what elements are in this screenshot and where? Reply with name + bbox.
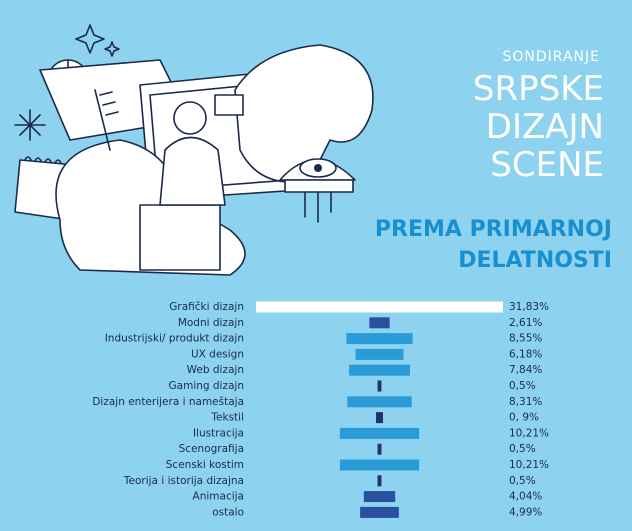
category-label: Tekstil: [210, 412, 244, 424]
value-label: 8,55%: [509, 333, 542, 345]
bar: [256, 302, 503, 313]
category-label: Grafički dizajn: [169, 301, 244, 313]
bar: [378, 475, 382, 486]
title-line: SCENE: [490, 145, 604, 185]
kicker: SONDIRANJE: [503, 49, 600, 65]
category-label: Scenski kostim: [166, 459, 244, 471]
value-label: 0,5%: [509, 475, 536, 487]
value-label: 10,21%: [509, 427, 549, 439]
bar: [347, 396, 411, 407]
category-label: Teorija i istorija dizajna: [123, 475, 244, 487]
chart-title-line: PREMA PRIMARNOJ: [375, 217, 612, 242]
bar: [378, 444, 382, 455]
category-label: Web dizajn: [187, 364, 244, 376]
value-label: 7,84%: [509, 364, 542, 376]
bar: [340, 460, 419, 471]
value-label: 8,31%: [509, 396, 542, 408]
bar: [349, 365, 410, 376]
value-label: 0,5%: [509, 443, 536, 455]
category-label: Gaming dizajn: [169, 380, 244, 392]
category-label: Dizajn enterijera i nameštaja: [92, 396, 244, 408]
value-label: 2,61%: [509, 317, 542, 329]
chart-title-line: DELATNOSTI: [458, 248, 612, 273]
value-label: 6,18%: [509, 348, 542, 360]
bar: [340, 428, 419, 439]
bar: [360, 507, 399, 518]
value-label: 0, 9%: [509, 412, 539, 424]
value-label: 0,5%: [509, 380, 536, 392]
bar: [376, 412, 383, 423]
category-label: Scenografija: [179, 443, 244, 455]
category-label: Modni dizajn: [178, 317, 244, 329]
infographic: SONDIRANJE SRPSKEDIZAJNSCENE PREMA PRIMA…: [0, 0, 632, 531]
category-label: UX design: [191, 348, 244, 360]
value-label: 31,83%: [509, 301, 549, 313]
title-line: SRPSKE: [473, 69, 604, 109]
bar: [378, 381, 382, 392]
value-label: 4,04%: [509, 491, 542, 503]
value-label: 10,21%: [509, 459, 549, 471]
category-label: Ilustracija: [193, 427, 244, 439]
bar: [364, 491, 395, 502]
value-label: 4,99%: [509, 506, 542, 518]
category-label: Animacija: [193, 491, 244, 503]
title-line: DIZAJN: [486, 107, 604, 147]
bar: [369, 317, 389, 328]
bar: [356, 349, 404, 360]
bar: [346, 333, 412, 344]
category-label: Industrijski/ produkt dizajn: [105, 333, 244, 345]
category-label: ostalo: [212, 506, 244, 518]
